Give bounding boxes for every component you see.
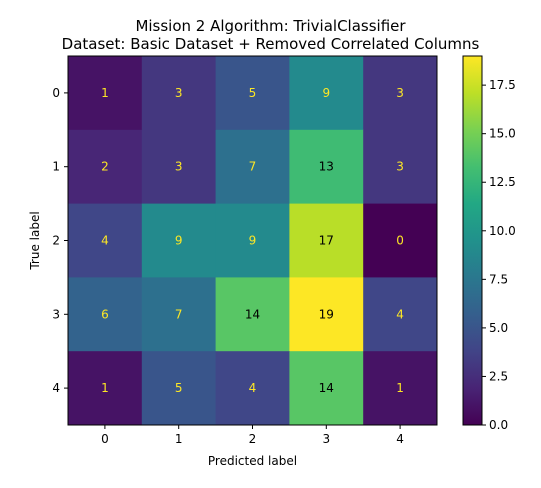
heatmap-cell — [215, 277, 290, 352]
colorbar-tick-label: 7.5 — [489, 272, 508, 286]
y-tick-label: 4 — [52, 381, 60, 395]
chart-title-line-1: Mission 2 Algorithm: TrivialClassifier — [135, 17, 406, 35]
heatmap-cells: 1 3 5 9 32 3 7 13 34 9 9 17 06 7 14 19 41 5 4 14 1 — [68, 56, 438, 426]
x-tick-label: 1 — [175, 432, 183, 446]
heatmap-cell — [141, 129, 217, 205]
x-tick-label: 3 — [322, 432, 330, 446]
heatmap-cell — [215, 129, 290, 205]
cell-value-label: 1 — [101, 86, 109, 100]
heatmap-cell — [68, 56, 143, 131]
cell-value-label: 9 — [322, 86, 330, 100]
cell-value-label: 7 — [175, 307, 183, 321]
colorbar-ticks: 0.0 2.5 5.0 7.5 10.0 12.5 15.0 17.5 — [482, 78, 516, 432]
cell-value-label: 1 — [396, 381, 404, 395]
cell-value-label: 5 — [249, 86, 257, 100]
cell-value-label: 3 — [396, 160, 404, 174]
cell-value-label: 3 — [175, 86, 183, 100]
colorbar-tick-label: 17.5 — [489, 78, 516, 92]
cell-value-label: 14 — [319, 381, 334, 395]
x-tick-label: 2 — [249, 432, 257, 446]
heatmap-cell — [289, 129, 364, 205]
cell-value-label: 9 — [249, 234, 257, 248]
y-tick-label: 0 — [52, 86, 60, 100]
heatmap-cell — [363, 351, 438, 426]
heatmap-cell — [141, 351, 217, 426]
cell-value-label: 1 — [101, 381, 109, 395]
heatmap-cell — [363, 203, 438, 278]
cell-value-label: 13 — [319, 160, 334, 174]
heatmap-cell — [141, 277, 217, 352]
heatmap-cell — [215, 56, 290, 131]
x-axis-label: Predicted label — [208, 454, 297, 468]
cell-value-label: 4 — [249, 381, 257, 395]
cell-value-label: 4 — [101, 234, 109, 248]
heatmap-cell — [289, 277, 364, 352]
heatmap-cell — [68, 203, 143, 278]
heatmap-cell — [289, 56, 364, 131]
x-axis-ticks: 0 1 2 3 4 — [101, 425, 404, 446]
y-tick-label: 1 — [52, 160, 60, 174]
colorbar-tick-label: 15.0 — [489, 127, 516, 141]
cell-value-label: 14 — [245, 307, 260, 321]
cell-value-label: 3 — [396, 86, 404, 100]
heatmap-cell — [363, 56, 438, 131]
y-axis-label: True label — [28, 211, 42, 270]
colorbar — [462, 55, 483, 426]
heatmap-cell — [141, 56, 217, 131]
x-tick-label: 0 — [101, 432, 109, 446]
heatmap-cell — [141, 203, 217, 278]
cell-value-label: 3 — [175, 160, 183, 174]
cell-value-label: 9 — [175, 234, 183, 248]
cell-value-label: 7 — [249, 160, 257, 174]
heatmap-cell — [68, 129, 143, 205]
colorbar-tick-label: 2.5 — [489, 369, 508, 383]
x-tick-label: 4 — [396, 432, 404, 446]
heatmap-cell — [289, 203, 364, 278]
y-tick-label: 2 — [52, 234, 60, 248]
cell-value-label: 6 — [101, 307, 109, 321]
heatmap-cell — [363, 277, 438, 352]
cell-value-label: 2 — [101, 160, 109, 174]
cell-value-label: 17 — [319, 234, 334, 248]
colorbar-tick-label: 5.0 — [489, 321, 508, 335]
cell-value-label: 19 — [319, 307, 334, 321]
y-axis-ticks: 0 1 2 3 4 — [52, 86, 68, 395]
cell-value-label: 5 — [175, 381, 183, 395]
colorbar-tick-label: 10.0 — [489, 224, 516, 238]
colorbar-tick-label: 12.5 — [489, 175, 516, 189]
chart-title-line-2: Dataset: Basic Dataset + Removed Correla… — [61, 35, 480, 53]
heatmap-cell — [215, 351, 290, 426]
cell-value-label: 0 — [396, 234, 404, 248]
heatmap-cell — [215, 203, 290, 278]
colorbar-tick-label: 0.0 — [489, 418, 508, 432]
cell-value-label: 4 — [396, 307, 404, 321]
y-tick-label: 3 — [52, 307, 60, 321]
heatmap-cell — [68, 351, 143, 426]
heatmap-cell — [363, 129, 438, 205]
heatmap-cell — [68, 277, 143, 352]
heatmap-cell — [289, 351, 364, 426]
